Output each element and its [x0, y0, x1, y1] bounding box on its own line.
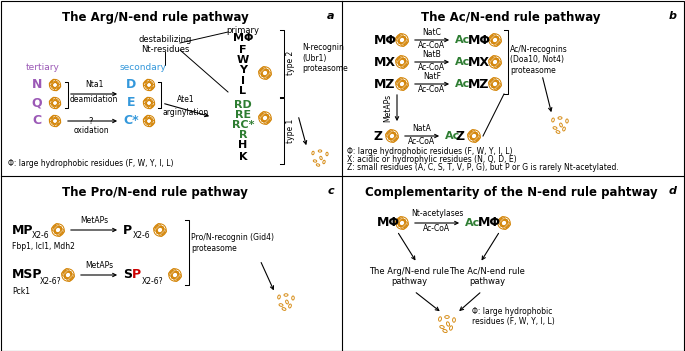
Text: N: N — [32, 79, 42, 92]
Text: c: c — [327, 186, 334, 196]
Text: X2-6: X2-6 — [32, 231, 49, 239]
Text: S: S — [123, 269, 132, 282]
Text: destabilizing
Nt-residues: destabilizing Nt-residues — [138, 35, 192, 54]
Text: N-recognin
(Ubr1)
proteasome: N-recognin (Ubr1) proteasome — [302, 43, 348, 73]
Text: oxidation: oxidation — [73, 126, 109, 135]
Text: Pck1: Pck1 — [12, 287, 30, 296]
Text: type 1: type 1 — [286, 119, 295, 143]
Text: Ac: Ac — [455, 57, 470, 67]
Text: E: E — [127, 97, 135, 110]
Text: X2-6?: X2-6? — [142, 277, 164, 285]
Text: The Arg/N-end rule
pathway: The Arg/N-end rule pathway — [369, 267, 449, 286]
Text: b: b — [669, 11, 677, 21]
Text: a: a — [327, 11, 334, 21]
Text: ?: ? — [89, 117, 93, 126]
Text: type 2: type 2 — [286, 51, 295, 75]
Text: Ate1: Ate1 — [177, 95, 195, 104]
Text: MSP: MSP — [12, 269, 42, 282]
Text: RD: RD — [234, 100, 252, 110]
Text: W: W — [237, 55, 249, 65]
Text: Ac: Ac — [455, 79, 470, 89]
Text: MetAPs: MetAPs — [383, 94, 392, 122]
Text: L: L — [240, 86, 247, 96]
Text: Φ: large hydrophobic residues (F, W, Y, I, L): Φ: large hydrophobic residues (F, W, Y, … — [347, 147, 512, 156]
Text: Y: Y — [239, 65, 247, 75]
Text: Z: Z — [456, 130, 465, 143]
Text: Φ: large hydrophobic
residues (F, W, Y, I, L): Φ: large hydrophobic residues (F, W, Y, … — [472, 307, 555, 326]
Text: Ac: Ac — [445, 131, 460, 141]
Text: MΦ: MΦ — [377, 217, 400, 230]
Text: MX: MX — [374, 55, 396, 68]
Text: Ac: Ac — [465, 218, 480, 228]
Text: MΦ: MΦ — [233, 33, 253, 43]
Text: I: I — [241, 76, 245, 86]
Text: MetAPs: MetAPs — [85, 261, 113, 270]
Text: K: K — [239, 152, 247, 162]
Text: C*: C* — [123, 114, 139, 127]
Text: Φ: large hydrophobic residues (F, W, Y, I, L): Φ: large hydrophobic residues (F, W, Y, … — [8, 159, 173, 168]
Text: F: F — [239, 45, 247, 55]
Text: Fbp1, Icl1, Mdh2: Fbp1, Icl1, Mdh2 — [12, 242, 75, 251]
Text: deamidation: deamidation — [70, 95, 119, 104]
Text: Ac-CoA: Ac-CoA — [419, 41, 445, 50]
Text: The Ac/N-end rule pathway: The Ac/N-end rule pathway — [421, 11, 601, 24]
Text: secondary: secondary — [120, 64, 166, 73]
Text: MP: MP — [12, 224, 34, 237]
Text: Ac: Ac — [455, 35, 470, 45]
Text: P: P — [123, 224, 132, 237]
Text: D: D — [126, 79, 136, 92]
Text: X2-6?: X2-6? — [40, 277, 62, 285]
Text: R: R — [239, 130, 247, 140]
Text: Complementarity of the N-end rule pahtway: Complementarity of the N-end rule pahtwa… — [364, 186, 658, 199]
Text: d: d — [669, 186, 677, 196]
Text: Nta1: Nta1 — [85, 80, 103, 89]
Text: Nt-acetylases: Nt-acetylases — [411, 209, 463, 218]
Text: P: P — [132, 269, 141, 282]
Text: Z: small residues (A, C, S, T, V, P, G), but P or G is rarely Nt-acetylated.: Z: small residues (A, C, S, T, V, P, G),… — [347, 163, 619, 172]
Text: NatA: NatA — [412, 124, 432, 133]
Text: Pro/N-recognin (Gid4)
proteasome: Pro/N-recognin (Gid4) proteasome — [191, 233, 274, 253]
Text: MΦ: MΦ — [478, 217, 501, 230]
Text: NatF: NatF — [423, 72, 441, 81]
Text: primary: primary — [227, 26, 260, 35]
Text: Ac-CoA: Ac-CoA — [408, 137, 436, 146]
Text: Ac-CoA: Ac-CoA — [423, 224, 451, 233]
Text: RE: RE — [235, 110, 251, 120]
Text: MX: MX — [468, 55, 490, 68]
Text: Ac-CoA: Ac-CoA — [419, 85, 445, 94]
Text: C: C — [32, 114, 42, 127]
Text: X2-6: X2-6 — [133, 231, 151, 239]
Text: arginylation: arginylation — [163, 108, 209, 117]
Text: MΦ: MΦ — [374, 33, 397, 46]
Text: NatC: NatC — [423, 28, 441, 37]
Text: Q: Q — [32, 97, 42, 110]
Text: The Pro/N-end rule pathway: The Pro/N-end rule pathway — [62, 186, 248, 199]
Text: tertiary: tertiary — [26, 64, 60, 73]
Text: Ac-CoA: Ac-CoA — [419, 63, 445, 72]
Text: The Arg/N-end rule pathway: The Arg/N-end rule pathway — [62, 11, 249, 24]
Text: Ac/N-recognins
(Doa10, Not4)
proteasome: Ac/N-recognins (Doa10, Not4) proteasome — [510, 45, 568, 75]
Text: MZ: MZ — [468, 78, 490, 91]
Text: RC*: RC* — [232, 120, 254, 130]
Text: NatB: NatB — [423, 50, 441, 59]
Text: MZ: MZ — [374, 78, 395, 91]
Text: H: H — [238, 140, 247, 150]
Text: The Ac/N-end rule
pathway: The Ac/N-end rule pathway — [449, 267, 525, 286]
Text: Z: Z — [374, 130, 383, 143]
Text: X: acidic or hydrophylic residues (N, Q, D, E): X: acidic or hydrophylic residues (N, Q,… — [347, 155, 516, 164]
Text: MetAPs: MetAPs — [80, 216, 108, 225]
Text: MΦ: MΦ — [468, 33, 491, 46]
